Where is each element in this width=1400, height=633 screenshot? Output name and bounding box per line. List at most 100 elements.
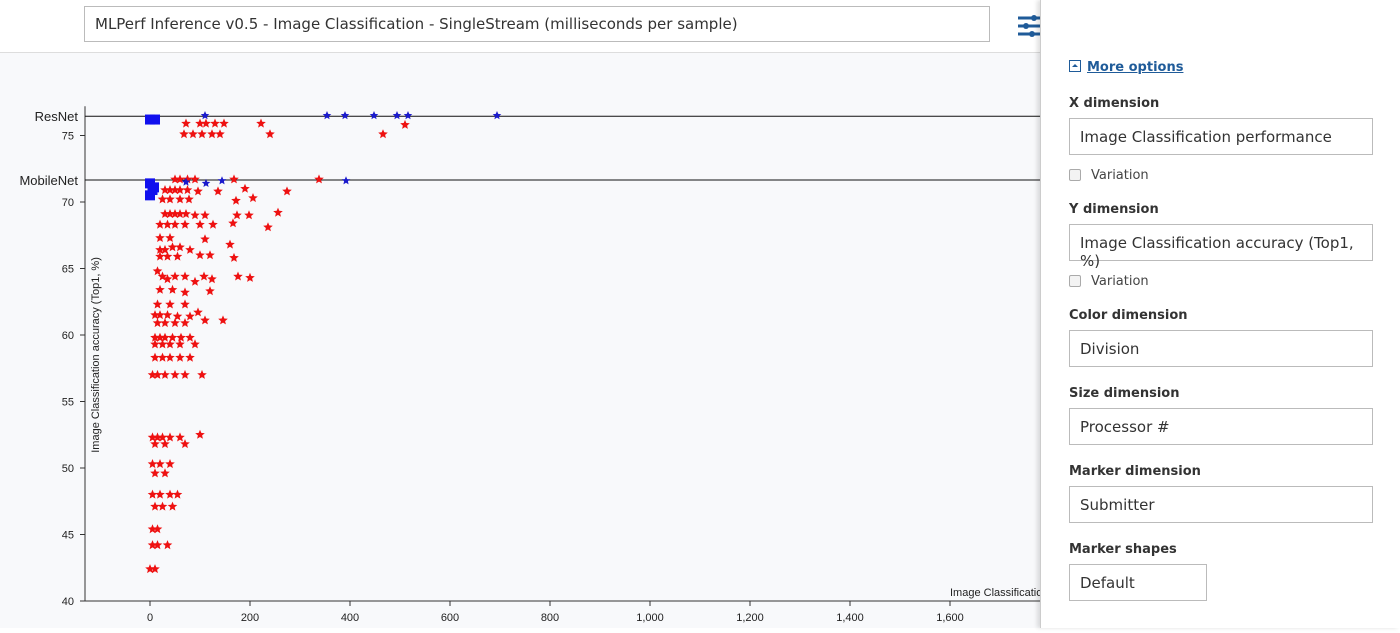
red-star-point bbox=[195, 429, 205, 439]
red-star-point bbox=[232, 210, 242, 220]
blue-star-point bbox=[217, 176, 227, 185]
x-variation-checkbox[interactable]: Variation bbox=[1069, 168, 1149, 183]
red-star-point bbox=[160, 185, 170, 195]
y-tick-label: 45 bbox=[62, 530, 74, 542]
red-star-point bbox=[170, 185, 180, 195]
red-star-point bbox=[175, 174, 185, 184]
red-star-point bbox=[215, 129, 225, 139]
red-star-point bbox=[152, 369, 163, 379]
top-bar: MLPerf Inference v0.5 - Image Classifica… bbox=[0, 0, 1042, 53]
red-star-point bbox=[197, 129, 207, 139]
red-star-point bbox=[165, 209, 175, 218]
red-star-point bbox=[160, 468, 170, 478]
red-star-point bbox=[165, 299, 175, 309]
red-star-point bbox=[155, 244, 165, 254]
more-options-link[interactable]: More options bbox=[1069, 60, 1183, 75]
red-star-point bbox=[162, 219, 173, 229]
reference-line-label: MobileNet bbox=[19, 173, 78, 188]
red-star-point bbox=[190, 210, 200, 220]
blue-star-point bbox=[200, 111, 210, 120]
red-star-point bbox=[150, 501, 160, 511]
red-star-point bbox=[265, 129, 275, 139]
red-star-point bbox=[184, 194, 194, 204]
red-star-point bbox=[200, 210, 210, 220]
red-star-point bbox=[150, 564, 160, 574]
red-star-point bbox=[160, 318, 170, 328]
blue-square-point bbox=[145, 190, 155, 201]
red-star-point bbox=[162, 274, 173, 284]
marker-dimension-select[interactable]: Submitter bbox=[1069, 486, 1373, 523]
red-star-point bbox=[152, 299, 163, 309]
color-dimension-select[interactable]: Division bbox=[1069, 330, 1373, 367]
red-star-point bbox=[152, 266, 163, 276]
y-variation-checkbox[interactable]: Variation bbox=[1069, 274, 1149, 289]
red-star-point bbox=[193, 186, 203, 196]
red-star-point bbox=[182, 174, 193, 184]
x-tick-label: 400 bbox=[341, 612, 359, 624]
red-star-point bbox=[219, 118, 229, 128]
red-star-point bbox=[179, 129, 189, 139]
red-star-point bbox=[190, 339, 200, 349]
red-star-point bbox=[228, 218, 238, 228]
y-dimension-label: Y dimension bbox=[1069, 202, 1159, 217]
red-star-point bbox=[378, 129, 388, 139]
red-star-point bbox=[172, 489, 183, 499]
more-options-label: More options bbox=[1087, 60, 1184, 75]
red-star-point bbox=[240, 183, 250, 193]
y-variation-label: Variation bbox=[1091, 274, 1149, 289]
marker-shapes-select[interactable]: Default bbox=[1069, 564, 1207, 601]
red-star-point bbox=[165, 352, 175, 362]
red-star-point bbox=[165, 459, 175, 469]
x-tick-label: 1,200 bbox=[736, 612, 764, 624]
red-star-point bbox=[172, 251, 183, 261]
marker-dimension-label: Marker dimension bbox=[1069, 464, 1201, 479]
red-star-point bbox=[155, 332, 165, 342]
red-star-point bbox=[181, 209, 191, 218]
blue-star-point bbox=[341, 176, 351, 185]
x-dimension-select[interactable]: Image Classification performance bbox=[1069, 118, 1373, 155]
blue-star-point bbox=[201, 178, 211, 187]
red-star-point bbox=[165, 194, 175, 204]
red-star-point bbox=[207, 129, 217, 139]
x-tick-label: 800 bbox=[541, 612, 559, 624]
y-tick-label: 50 bbox=[62, 463, 74, 475]
red-star-point bbox=[150, 468, 160, 478]
red-star-point bbox=[167, 284, 178, 294]
red-star-point bbox=[157, 352, 168, 362]
red-star-point bbox=[147, 459, 158, 469]
red-star-point bbox=[229, 252, 239, 262]
size-dimension-select[interactable]: Processor # bbox=[1069, 408, 1373, 445]
red-star-point bbox=[150, 352, 160, 362]
red-star-point bbox=[185, 311, 195, 321]
x-tick-label: 1,000 bbox=[636, 612, 664, 624]
color-dimension-label: Color dimension bbox=[1069, 308, 1188, 323]
blue-star-point bbox=[492, 111, 502, 120]
red-star-point bbox=[170, 369, 180, 379]
red-star-point bbox=[218, 315, 228, 325]
red-star-point bbox=[208, 219, 218, 229]
y-dimension-select[interactable]: Image Classification accuracy (Top1, %) bbox=[1069, 224, 1373, 270]
chart-title-selector[interactable]: MLPerf Inference v0.5 - Image Classifica… bbox=[84, 6, 990, 42]
sliders-icon[interactable] bbox=[1016, 14, 1042, 38]
checkbox-icon bbox=[1069, 275, 1081, 287]
red-star-point bbox=[160, 244, 170, 254]
red-star-point bbox=[152, 524, 163, 534]
y-tick-label: 55 bbox=[62, 397, 74, 409]
red-star-point bbox=[152, 540, 163, 550]
red-star-point bbox=[155, 310, 165, 320]
red-star-point bbox=[157, 194, 168, 204]
red-star-point bbox=[248, 193, 258, 203]
y-tick-label: 70 bbox=[62, 197, 74, 209]
red-star-point bbox=[181, 118, 191, 128]
red-star-point bbox=[193, 307, 203, 317]
red-star-point bbox=[157, 339, 168, 349]
red-star-point bbox=[180, 299, 190, 309]
red-star-point bbox=[165, 489, 175, 499]
y-tick-label: 65 bbox=[62, 264, 74, 276]
y-tick-label: 40 bbox=[62, 596, 74, 608]
red-star-point bbox=[157, 271, 168, 281]
blue-star-point bbox=[340, 111, 350, 120]
red-star-point bbox=[195, 118, 205, 128]
blue-square-point bbox=[150, 114, 160, 125]
red-star-point bbox=[172, 311, 183, 321]
